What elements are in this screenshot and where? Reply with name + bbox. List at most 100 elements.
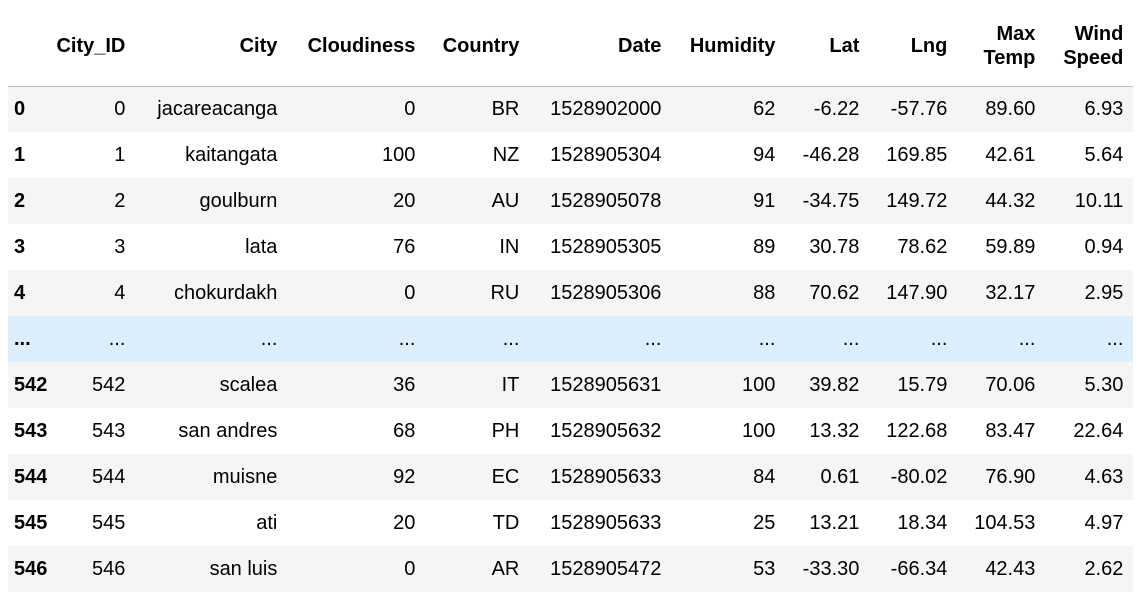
lng-cell: 18.34 xyxy=(897,511,948,534)
humidity-cell: 25 xyxy=(753,511,776,534)
lat-cell: 70.62 xyxy=(809,281,860,304)
humidity-cell: ... xyxy=(758,327,776,350)
wind-speed-cell: 22.64 xyxy=(1073,419,1124,442)
lng-cell: 78.62 xyxy=(897,235,948,258)
city-cell: ... xyxy=(260,327,278,350)
lng-cell: -80.02 xyxy=(890,465,948,488)
humidity-cell: 53 xyxy=(753,557,776,580)
column-header-city-id: City_ID xyxy=(47,6,136,87)
cloudiness-cell: 0 xyxy=(404,281,416,304)
city-id-cell: 2 xyxy=(114,189,126,212)
country-cell: BR xyxy=(491,97,520,120)
city-id-cell: 544 xyxy=(92,465,126,488)
table-row: 546 546 san luis 0 AR 1528905472 53 -33.30 -66.3… xyxy=(8,546,1134,592)
row-index: 544 xyxy=(14,465,48,488)
ellipsis-row: ................................. xyxy=(8,316,1134,362)
humidity-cell: 100 xyxy=(742,419,776,442)
country-cell: AR xyxy=(491,557,520,580)
column-header-city: City xyxy=(135,6,288,87)
dataframe-table: City_ID City Cloudiness Country Date Hum… xyxy=(8,6,1134,592)
table-body: 0 0 jacareacanga 0 BR 1528902000 62 -6.22 -57.76… xyxy=(8,86,1134,592)
humidity-cell: 89 xyxy=(753,235,776,258)
lat-cell: -34.75 xyxy=(802,189,860,212)
city-id-cell: 546 xyxy=(92,557,126,580)
city-id-cell: ... xyxy=(108,327,126,350)
table-row: 542 542 scalea 36 IT 1528905631 100 39.82 15.79 7… xyxy=(8,362,1134,408)
country-cell: NZ xyxy=(492,143,520,166)
table-row: 2 2 goulburn 20 AU 1528905078 91 -34.75 149.72 44… xyxy=(8,178,1134,224)
city-id-cell: 542 xyxy=(92,373,126,396)
index-header xyxy=(8,6,48,87)
lng-cell: -66.34 xyxy=(890,557,948,580)
city-id-cell: 1 xyxy=(114,143,126,166)
cloudiness-cell: 20 xyxy=(393,189,416,212)
humidity-cell: 94 xyxy=(753,143,776,166)
table-header: City_ID City Cloudiness Country Date Hum… xyxy=(8,6,1134,87)
row-index: 2 xyxy=(14,189,26,212)
humidity-cell: 62 xyxy=(753,97,776,120)
column-header-max-temp: Max Temp xyxy=(957,6,1046,87)
date-cell: 1528905633 xyxy=(550,465,662,488)
table-row: 543 543 san andres 68 PH 1528905632 100 13.32 12… xyxy=(8,408,1134,454)
country-cell: IN xyxy=(499,235,520,258)
table-row: 3 3 lata 76 IN 1528905305 89 30.78 78.62 59.89 0.9… xyxy=(8,224,1134,270)
city-cell: muisne xyxy=(212,465,278,488)
lng-cell: ... xyxy=(930,327,948,350)
humidity-cell: 100 xyxy=(742,373,776,396)
city-cell: san luis xyxy=(209,557,278,580)
city-cell: lata xyxy=(245,235,278,258)
column-header-humidity: Humidity xyxy=(671,6,786,87)
lat-cell: -46.28 xyxy=(802,143,860,166)
country-cell: AU xyxy=(491,189,520,212)
table-row: 544 544 muisne 92 EC 1528905633 84 0.61 -80.02 76… xyxy=(8,454,1134,500)
max-temp-cell: 104.53 xyxy=(974,511,1036,534)
wind-speed-cell: 2.95 xyxy=(1084,281,1124,304)
city-cell: goulburn xyxy=(199,189,278,212)
cloudiness-cell: 100 xyxy=(382,143,416,166)
max-temp-cell: 89.60 xyxy=(985,97,1036,120)
column-header-country: Country xyxy=(425,6,530,87)
date-cell: 1528905632 xyxy=(550,419,662,442)
date-cell: 1528905631 xyxy=(550,373,662,396)
header-row: City_ID City Cloudiness Country Date Hum… xyxy=(8,6,1134,87)
max-temp-cell: 42.43 xyxy=(985,557,1036,580)
date-cell: 1528905472 xyxy=(550,557,662,580)
row-index: 546 xyxy=(14,557,48,580)
row-index: 3 xyxy=(14,235,26,258)
table-row: 545 545 ati 20 TD 1528905633 25 13.21 18.34 104.5… xyxy=(8,500,1134,546)
column-header-lng: Lng xyxy=(869,6,958,87)
max-temp-cell: 42.61 xyxy=(985,143,1036,166)
wind-speed-cell: 4.97 xyxy=(1084,511,1124,534)
lng-cell: 149.72 xyxy=(886,189,948,212)
lng-cell: 147.90 xyxy=(886,281,948,304)
city-id-cell: 3 xyxy=(114,235,126,258)
city-cell: san andres xyxy=(178,419,278,442)
city-cell: kaitangata xyxy=(185,143,278,166)
date-cell: 1528905305 xyxy=(550,235,662,258)
wind-speed-cell: 10.11 xyxy=(1074,189,1124,212)
row-index: 545 xyxy=(14,511,48,534)
country-cell: PH xyxy=(491,419,520,442)
cloudiness-cell: 68 xyxy=(393,419,416,442)
city-id-cell: 0 xyxy=(114,97,126,120)
wind-speed-cell: ... xyxy=(1106,327,1124,350)
row-index: 542 xyxy=(14,373,48,396)
humidity-cell: 88 xyxy=(753,281,776,304)
country-cell: RU xyxy=(490,281,520,304)
column-header-wind-speed: Wind Speed xyxy=(1045,6,1134,87)
date-cell: 1528905078 xyxy=(550,189,662,212)
lat-cell: -33.30 xyxy=(802,557,860,580)
max-temp-cell: 70.06 xyxy=(985,373,1036,396)
humidity-cell: 91 xyxy=(753,189,776,212)
lat-cell: ... xyxy=(842,327,860,350)
lng-cell: 169.85 xyxy=(886,143,948,166)
cloudiness-cell: 0 xyxy=(404,557,416,580)
row-index: 1 xyxy=(14,143,26,166)
city-cell: chokurdakh xyxy=(173,281,278,304)
lng-cell: 15.79 xyxy=(897,373,948,396)
wind-speed-cell: 0.94 xyxy=(1084,235,1124,258)
lat-cell: 13.32 xyxy=(809,419,860,442)
max-temp-cell: 32.17 xyxy=(985,281,1036,304)
lat-cell: 0.61 xyxy=(820,465,860,488)
